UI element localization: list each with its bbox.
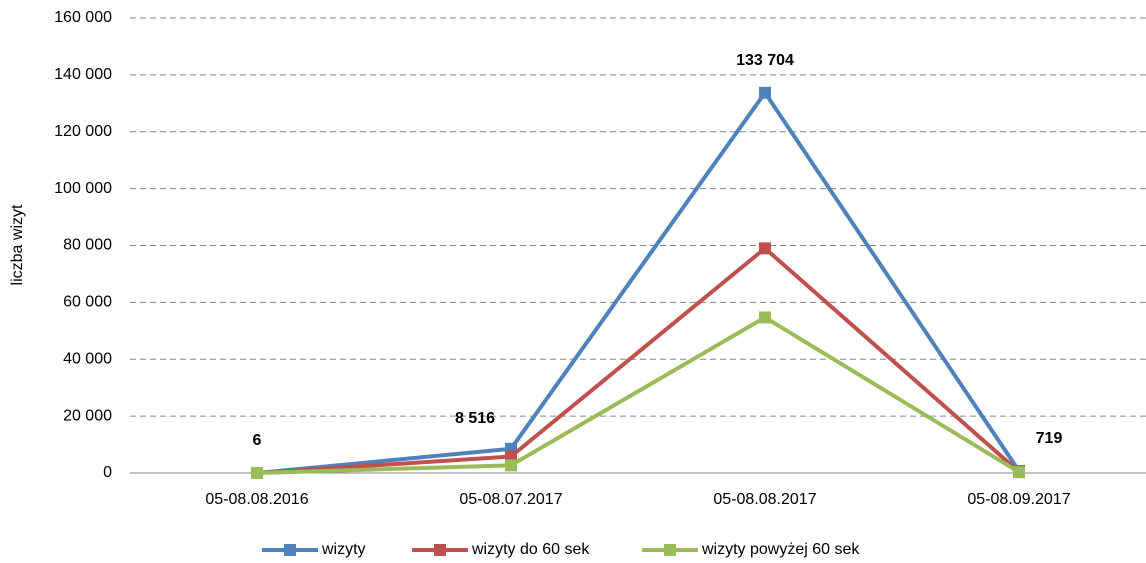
series-line (256, 315, 1021, 475)
x-tick-label: 05-08.07.2017 (459, 491, 562, 508)
y-tick-label: 100 000 (54, 180, 112, 197)
marker (759, 86, 771, 99)
data-label: 719 (1036, 430, 1063, 447)
y-tick-label: 40 000 (63, 350, 112, 367)
legend-label: wizyty powyżej 60 sek (701, 541, 860, 558)
x-tick-label: 05-08.08.2016 (205, 491, 308, 508)
legend-marker (664, 544, 676, 556)
y-axis-title: liczba wizyt (9, 204, 26, 285)
y-tick-label: 60 000 (63, 294, 112, 311)
legend-marker (284, 544, 296, 556)
legend-marker (434, 544, 446, 556)
marker (505, 459, 517, 472)
y-tick-label: 160 000 (54, 9, 112, 26)
y-tick-label: 80 000 (63, 237, 112, 254)
x-tick-label: 05-08.09.2017 (967, 491, 1070, 508)
y-tick-label: 120 000 (54, 123, 112, 140)
x-tick-label: 05-08.08.2017 (713, 491, 816, 508)
marker (759, 311, 771, 324)
y-tick-label: 0 (103, 464, 112, 481)
legend-label: wizyty do 60 sek (471, 541, 590, 558)
y-tick-label: 20 000 (63, 407, 112, 424)
data-label: 8 516 (455, 410, 495, 427)
y-tick-label: 140 000 (54, 66, 112, 83)
marker (759, 242, 771, 255)
marker (1013, 466, 1025, 479)
marker (251, 466, 263, 479)
series-line (256, 90, 1021, 475)
data-label: 133 704 (736, 52, 794, 69)
data-label: 6 (253, 432, 262, 449)
legend-label: wizyty (321, 541, 366, 558)
series-line (256, 246, 1021, 475)
